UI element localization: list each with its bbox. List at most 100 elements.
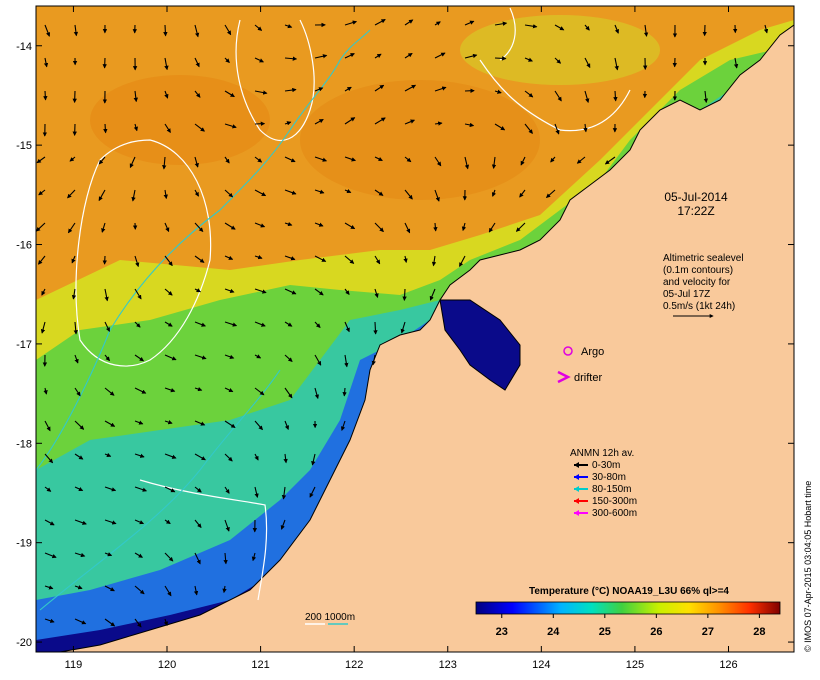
y-tick-label: -20 (16, 637, 32, 649)
velocity-arrow (43, 387, 48, 395)
velocity-arrow (41, 288, 46, 296)
velocity-arrow (344, 222, 356, 230)
note-line: and velocity for (663, 277, 731, 288)
velocity-arrow (584, 57, 591, 69)
velocity-arrow (251, 552, 257, 562)
velocity-arrow (284, 156, 296, 163)
velocity-arrow (344, 288, 350, 296)
anmn-legend-arrowhead (574, 486, 579, 492)
velocity-arrow (98, 189, 106, 202)
velocity-arrow (224, 123, 237, 129)
velocity-arrow (254, 222, 266, 228)
anmn-legend-label: 30-80m (592, 472, 626, 483)
velocity-arrow (194, 453, 206, 461)
velocity-arrow (194, 288, 202, 293)
drifter-label: drifter (574, 372, 602, 384)
velocity-arrow (44, 24, 51, 37)
velocity-arrow (194, 386, 203, 392)
velocity-arrow (164, 453, 177, 459)
velocity-arrow (129, 156, 136, 169)
velocity-arrow (224, 321, 238, 327)
velocity-arrow (763, 24, 769, 34)
velocity-arrow (74, 354, 79, 364)
velocity-arrow (280, 519, 286, 530)
velocity-arrow (194, 486, 202, 493)
velocity-arrow (554, 24, 565, 31)
velocity-arrow (284, 387, 293, 399)
velocity-arrow (374, 156, 383, 162)
velocity-arrow (524, 90, 534, 98)
velocity-arrow (164, 420, 173, 425)
note-line: (0.1m contours) (663, 265, 733, 276)
velocity-arrow (614, 24, 619, 34)
velocity-arrow (43, 90, 48, 101)
anmn-legend-label: 150-300m (592, 496, 637, 507)
velocity-arrow (162, 156, 167, 170)
velocity-arrow (434, 156, 442, 167)
velocity-arrow (133, 123, 138, 132)
velocity-arrow (194, 321, 206, 327)
anmn-legend-arrowhead (574, 462, 579, 468)
velocity-arrow (404, 189, 413, 200)
velocity-arrow (36, 222, 46, 232)
velocity-arrow (134, 321, 141, 328)
velocity-arrow (44, 552, 57, 559)
velocity-arrow (134, 486, 148, 492)
anmn-legend-arrowhead (574, 510, 579, 516)
velocity-arrow (67, 222, 76, 234)
velocity-arrow (434, 121, 443, 126)
velocity-arrow (584, 24, 590, 31)
velocity-arrow (284, 56, 298, 61)
velocity-arrow (254, 57, 264, 63)
argo-marker (563, 346, 573, 356)
velocity-arrow (164, 288, 173, 296)
velocity-arrow (374, 53, 382, 59)
velocity-arrow (284, 23, 293, 29)
velocity-arrows (36, 19, 769, 628)
velocity-arrow (254, 420, 263, 431)
velocity-arrow (164, 321, 173, 327)
x-tick-label: 121 (251, 659, 269, 671)
drifter-marker (557, 370, 571, 384)
velocity-arrow (311, 453, 316, 466)
x-tick-label: 125 (626, 659, 644, 671)
velocity-arrow (344, 53, 355, 59)
velocity-arrow (429, 288, 436, 301)
velocity-arrow (614, 57, 619, 71)
velocity-arrow (104, 585, 115, 592)
velocity-arrow (576, 156, 586, 164)
colorbar-tick-label: 28 (753, 626, 765, 638)
velocity-arrow (494, 21, 508, 26)
velocity-arrow (340, 420, 346, 431)
velocity-arrow (38, 255, 46, 265)
velocity-arrow (314, 222, 324, 227)
velocity-arrow (494, 89, 502, 94)
velocity-arrow (404, 222, 411, 234)
anmn-legend-label: 80-150m (592, 484, 631, 495)
velocity-arrow (404, 52, 413, 59)
velocity-arrow (194, 156, 199, 168)
velocity-arrow (254, 321, 266, 327)
velocity-arrow (134, 585, 145, 595)
velocity-arrow (403, 255, 408, 264)
velocity-arrow (494, 56, 507, 61)
velocity-arrow (464, 20, 475, 26)
velocity-arrow (284, 288, 297, 295)
velocity-arrow (374, 19, 386, 26)
velocity-arrow (131, 189, 136, 202)
velocity-arrow (461, 222, 467, 232)
velocity-arrow (74, 420, 85, 430)
velocity-arrow (164, 354, 177, 361)
velocity-arrow (73, 321, 78, 335)
bathymetry-legend: 200 1000m (305, 612, 355, 625)
velocity-arrow (344, 20, 358, 26)
note-line: Altimetric sealevel (663, 253, 744, 264)
time-label: 17:22Z (677, 204, 714, 218)
velocity-arrow (283, 453, 288, 464)
x-tick-label: 122 (345, 659, 363, 671)
velocity-arrow (44, 453, 54, 464)
velocity-arrow (309, 486, 316, 498)
anmn-legend-label: 0-30m (592, 460, 620, 471)
velocity-arrow (67, 189, 76, 199)
